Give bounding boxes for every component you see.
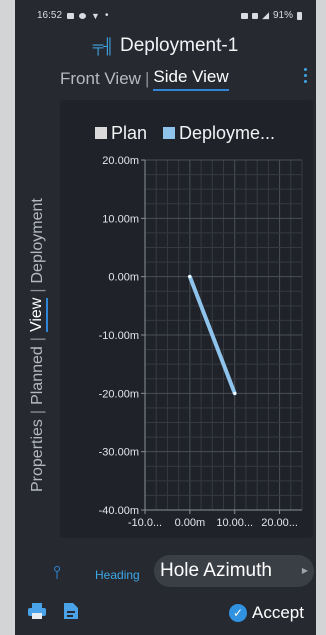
tab-separator: | (144, 69, 150, 88)
chat-notification-icon (79, 12, 87, 19)
heading-select[interactable]: Hole Azimuth ▶ (154, 555, 314, 587)
side-tab-separator: | (29, 337, 46, 342)
deployment-series-point (233, 391, 237, 395)
document-icon[interactable] (63, 602, 79, 620)
check-icon: ✓ (229, 604, 248, 622)
more-options-icon[interactable] (304, 68, 310, 83)
x-tick-label: 0.00m (175, 517, 206, 529)
x-tick-label: 20.00... (261, 517, 298, 529)
signal-icon: ◢ (262, 10, 269, 20)
gallery-notification-icon (67, 12, 75, 19)
battery-icon (297, 11, 302, 20)
side-tab-properties[interactable]: Properties (29, 419, 46, 492)
title-bar: ╤╢ Deployment-1 (15, 32, 316, 60)
legend-swatch (95, 127, 107, 139)
side-tab-separator: | (29, 288, 46, 293)
app-screen: 16:52 ▼ • ◢ 91% ╤╢ Deployment-1 Front Vi… (15, 0, 316, 635)
deployment-series-line (187, 274, 237, 396)
status-left: 16:52 ▼ • (37, 10, 108, 21)
view-tabs: Front View | Side View (60, 64, 316, 94)
x-tick-label: 10.00... (216, 517, 253, 529)
legend-swatch (163, 127, 175, 139)
tab-front-view[interactable]: Front View (60, 69, 141, 88)
hole-depth-icon: ╤╢ (92, 37, 114, 55)
legend-label: Deployme... (179, 123, 275, 143)
y-tick-label: -40.00m (99, 505, 139, 517)
status-right: ◢ 91% (241, 10, 302, 21)
accept-button[interactable]: ✓ Accept (229, 600, 304, 626)
side-tab-separator: | (29, 409, 46, 415)
side-tab-view[interactable]: View (28, 297, 48, 333)
nfc-icon (241, 12, 249, 19)
heading-row: ⫯ Heading Hole Azimuth ▶ (15, 548, 316, 592)
accept-label: Accept (252, 603, 304, 622)
chart-panel[interactable]: Plan Deployme... 20.00m 10.00m 0.00m -10.00m -… (60, 100, 313, 538)
side-tabs: Properties | Planned | View | Deployment (23, 72, 53, 492)
page-title: Deployment-1 (119, 35, 239, 56)
side-tab-planned[interactable]: Planned (29, 346, 46, 405)
action-bar: ✓ Accept (15, 596, 316, 630)
y-tick-label: 0.00m (108, 272, 139, 284)
battery-percent: 91% (272, 10, 293, 21)
y-tick-label: 20.00m (102, 155, 139, 167)
more-notifications-icon: • (104, 10, 109, 21)
side-tab-deployment[interactable]: Deployment (29, 198, 46, 284)
y-tick-label: -30.00m (99, 447, 139, 459)
heading-value: Hole Azimuth (160, 560, 272, 581)
wifi-icon (252, 12, 259, 19)
legend-label: Plan (111, 123, 147, 143)
print-icon[interactable] (27, 602, 47, 620)
y-tick-label: -20.00m (99, 388, 139, 400)
status-bar: 16:52 ▼ • ◢ 91% (15, 0, 316, 28)
twitter-notification-icon: ▼ (91, 10, 100, 21)
x-tick-label: -10.0... (128, 517, 162, 529)
status-time: 16:52 (37, 10, 63, 21)
tab-side-view[interactable]: Side View (153, 67, 229, 91)
y-tick-label: -10.00m (99, 330, 139, 342)
hole-depth-icon[interactable]: ⫯ (53, 562, 61, 582)
dropdown-caret-icon: ▶ (301, 566, 308, 575)
heading-label: Heading (95, 568, 140, 582)
deployment-series-point (188, 275, 192, 279)
y-tick-label: 10.00m (102, 213, 139, 225)
side-view-chart[interactable]: Plan Deployme... 20.00m 10.00m 0.00m -10.00m -… (60, 100, 313, 538)
